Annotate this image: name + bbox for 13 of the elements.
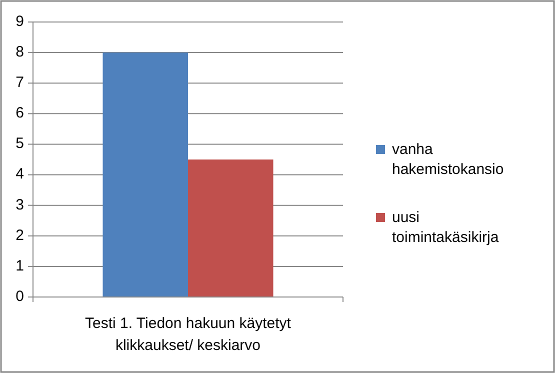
y-tick-label: 2 bbox=[16, 226, 24, 244]
y-tick-label: 8 bbox=[16, 44, 24, 61]
y-tick-label: 4 bbox=[16, 166, 24, 183]
legend-label: vanha hakemistokansio bbox=[392, 140, 504, 178]
y-tick-label: 6 bbox=[16, 104, 24, 122]
y-tick-label: 7 bbox=[16, 74, 24, 92]
y-tick-label: 9 bbox=[16, 12, 24, 30]
y-tick-label: 5 bbox=[16, 135, 24, 152]
legend-label: uusi toimintakäsikirja bbox=[392, 208, 500, 246]
y-tick-label: 3 bbox=[16, 196, 24, 214]
y-tick-label: 0 bbox=[16, 288, 24, 305]
y-tick-label: 1 bbox=[16, 257, 24, 274]
x-tick-label: Testi 1. Tiedon hakuun käytetyt klikkaukset/ keskiarvo bbox=[85, 315, 292, 354]
